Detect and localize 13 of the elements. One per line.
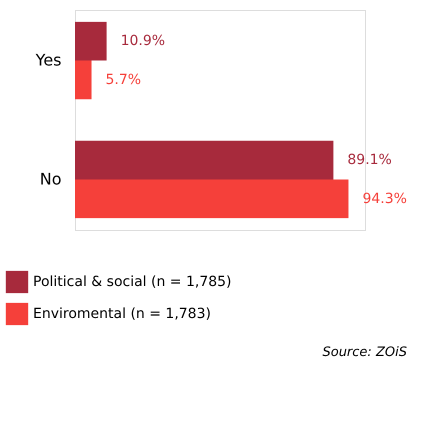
- data-label: 89.1%: [347, 152, 392, 168]
- bar: [75, 179, 348, 218]
- y-tick-label: Yes: [34, 50, 62, 70]
- legend-label: Enviromental (n = 1,783): [33, 306, 211, 322]
- data-label: 5.7%: [106, 72, 142, 88]
- y-tick-label: No: [40, 169, 62, 188]
- data-label: 10.9%: [120, 33, 166, 50]
- data-label: 94.3%: [362, 190, 407, 207]
- source-note: Source: ZOiS: [322, 345, 407, 360]
- bar: [75, 140, 334, 180]
- bar: [75, 22, 107, 61]
- legend-label: Political & social (n = 1,785): [33, 274, 232, 290]
- bar: [75, 60, 92, 100]
